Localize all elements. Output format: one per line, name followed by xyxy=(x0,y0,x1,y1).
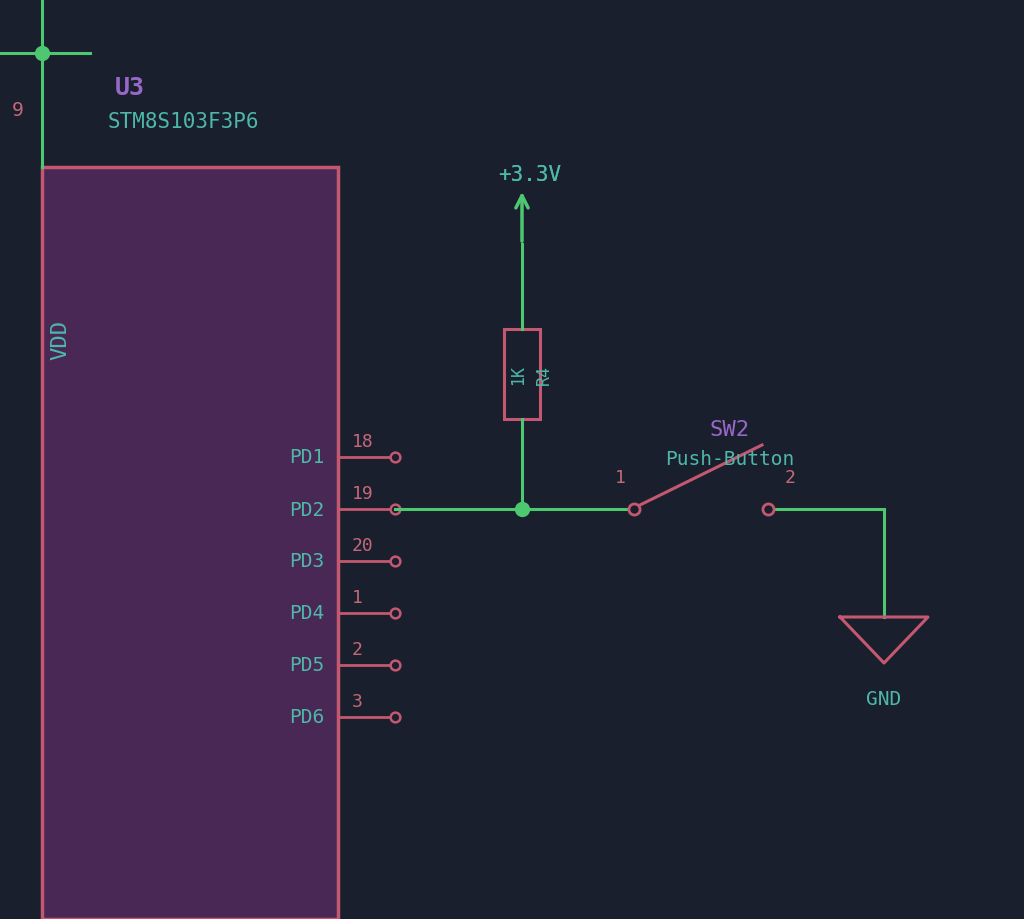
Bar xyxy=(504,330,540,420)
Text: +3.3V: +3.3V xyxy=(499,165,561,185)
Text: +3.3V: +3.3V xyxy=(499,165,561,185)
Text: PD4: PD4 xyxy=(289,604,324,623)
Text: R4: R4 xyxy=(535,365,553,384)
Text: 3: 3 xyxy=(352,692,362,710)
Text: 18: 18 xyxy=(352,433,374,450)
Bar xyxy=(42,168,338,919)
Text: SW2: SW2 xyxy=(710,420,750,439)
Text: PD2: PD2 xyxy=(289,500,324,519)
Text: 20: 20 xyxy=(352,537,374,554)
Text: PD5: PD5 xyxy=(289,656,324,675)
Text: GND: GND xyxy=(866,690,901,709)
Text: 1K: 1K xyxy=(509,365,527,384)
Text: PD3: PD3 xyxy=(289,552,324,571)
Text: PD1: PD1 xyxy=(289,448,324,467)
Text: U3: U3 xyxy=(115,76,145,100)
Text: Push-Button: Push-Button xyxy=(666,450,795,469)
Text: 2: 2 xyxy=(784,469,796,486)
Text: 2: 2 xyxy=(352,641,362,658)
Text: 1: 1 xyxy=(352,588,362,607)
Text: PD6: PD6 xyxy=(289,708,324,727)
Text: 9: 9 xyxy=(12,100,24,119)
Text: 19: 19 xyxy=(352,484,374,503)
Text: VDD: VDD xyxy=(50,320,70,359)
Text: STM8S103F3P6: STM8S103F3P6 xyxy=(108,112,259,131)
Text: 1: 1 xyxy=(614,469,626,486)
